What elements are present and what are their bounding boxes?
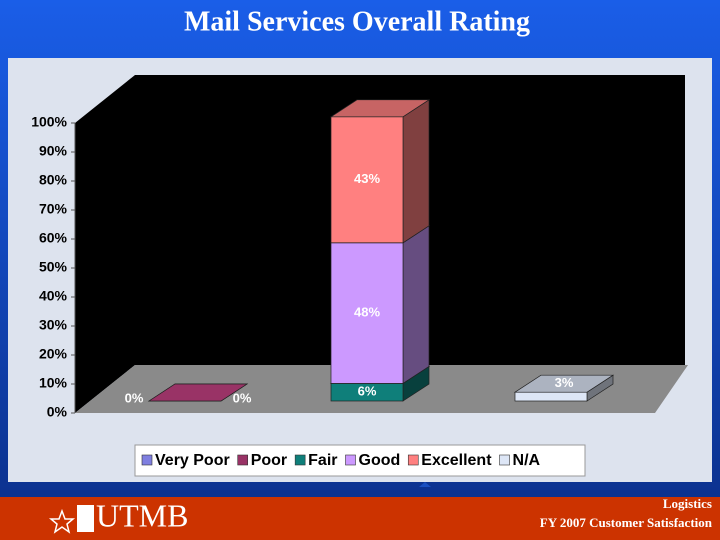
y-tick-label: 50% — [39, 259, 68, 275]
legend-swatch — [141, 454, 153, 466]
legend-swatch — [407, 454, 419, 466]
marker — [419, 482, 431, 487]
bar — [514, 391, 588, 402]
legend-label: N/A — [513, 452, 541, 469]
bar-side — [402, 99, 430, 244]
legend-label: Excellent — [421, 452, 492, 469]
legend-label: Poor — [251, 452, 287, 469]
legend-swatch — [237, 454, 249, 466]
legend-label: Fair — [308, 452, 337, 469]
bar — [330, 116, 404, 244]
legend-swatch — [294, 454, 306, 466]
logo-star — [48, 508, 76, 534]
legend-swatch — [499, 454, 510, 466]
bar — [330, 242, 404, 384]
y-tick-label: 0% — [47, 404, 68, 420]
value-label: 43% — [354, 171, 380, 186]
y-tick-label: 90% — [39, 143, 68, 159]
y-tick-label: 20% — [39, 346, 68, 362]
bar-side — [402, 225, 430, 385]
y-tick-label: 100% — [31, 114, 67, 130]
logo-block — [77, 505, 94, 532]
legend-swatch — [345, 454, 356, 466]
y-tick-label: 70% — [39, 201, 68, 217]
value-label: 3% — [555, 375, 574, 390]
y-tick-label: 60% — [39, 230, 68, 246]
y-tick-label: 10% — [39, 375, 68, 391]
legend-items: Very Poor Poor Fair Good Excellent N/A — [141, 452, 541, 469]
legend — [134, 444, 586, 477]
bar-top — [513, 374, 615, 393]
side-wall — [75, 75, 135, 413]
footer-band — [0, 497, 720, 540]
footer-caption: FY 2007 Customer Satisfaction — [540, 515, 713, 530]
y-tick-label: 30% — [39, 317, 68, 333]
slide-title: Mail Services Overall Rating — [184, 6, 530, 37]
legend-label: Good — [359, 452, 401, 469]
logo-text: UTMB — [96, 497, 188, 533]
y-tick-label: 80% — [39, 172, 68, 188]
y-tick-label: 40% — [39, 288, 68, 304]
plot: 0% 10% 20% 30% 40% 50% 60% 70% 80% 90% 100% 0% 0% 6% 4… — [31, 99, 615, 420]
value-label: 6% — [358, 384, 377, 399]
footer-department: Logistics — [663, 496, 712, 511]
value-label: 48% — [354, 305, 380, 320]
bar-top — [329, 99, 431, 118]
value-label: 0% — [125, 390, 144, 405]
value-label: 0% — [233, 390, 252, 405]
legend-label: Very Poor — [155, 452, 230, 469]
bar-top — [147, 383, 249, 402]
